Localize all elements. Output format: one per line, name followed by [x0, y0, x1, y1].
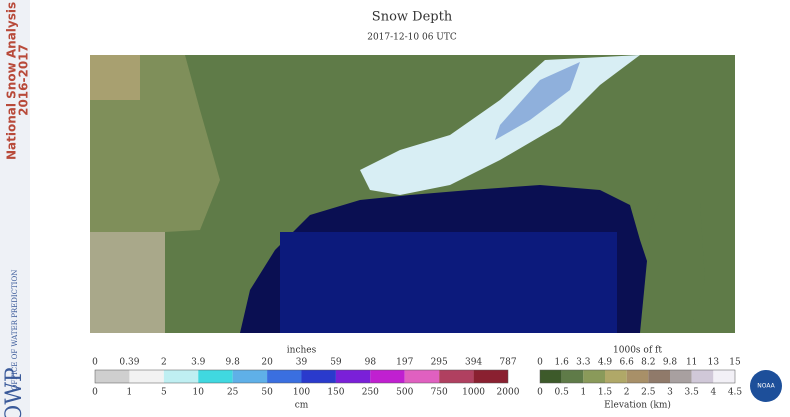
tick-label-bottom: 100 [293, 388, 310, 398]
tick-label-top: 13 [708, 358, 720, 368]
sidebar-years: 2016-2017 [17, 44, 31, 116]
unit-top: inches [287, 346, 317, 356]
tick-label-bottom: 2000 [497, 388, 520, 398]
color-swatch [335, 370, 371, 383]
color-swatch [404, 370, 440, 383]
colorbar-frame [94, 369, 509, 384]
color-swatch [232, 370, 268, 383]
tick-label-bottom: 1 [127, 388, 133, 398]
tick-label-bottom: 3.5 [685, 388, 700, 398]
legends: 000.391253.9109.825205039100591509825019… [92, 346, 742, 411]
color-swatch [95, 370, 130, 383]
tick-label-top: 8.2 [641, 358, 655, 368]
color-swatch [626, 370, 649, 383]
color-swatch [648, 370, 670, 383]
map [90, 55, 735, 333]
sidebar [0, 0, 30, 417]
color-swatch [561, 370, 584, 383]
noaa-text: NOAA [757, 383, 775, 390]
color-swatch [473, 370, 508, 383]
unit-top: 1000s of ft [613, 346, 662, 356]
tick-label-bottom: 4 [710, 388, 716, 398]
tick-label-top: 6.6 [620, 358, 635, 368]
tick-label-bottom: 0.5 [555, 388, 570, 398]
colorbar-frame [539, 369, 736, 384]
tick-label-bottom: 2 [624, 388, 630, 398]
tick-label-bottom: 150 [327, 388, 344, 398]
tick-label-bottom: 0 [537, 388, 543, 398]
noaa-logo [750, 370, 782, 402]
color-swatch [198, 370, 233, 383]
gray-box [90, 232, 165, 333]
color-swatch [301, 370, 336, 383]
tick-label-bottom: 1000 [462, 388, 485, 398]
color-swatch [713, 370, 735, 383]
tick-label-top: 15 [729, 358, 741, 368]
color-swatch [670, 370, 692, 383]
tick-label-top: 295 [431, 358, 448, 368]
tick-label-bottom: 25 [227, 388, 239, 398]
tick-label-top: 3.9 [191, 358, 206, 368]
tick-label-bottom: 0 [92, 388, 98, 398]
color-swatch [267, 370, 302, 383]
title: Snow Depth [372, 10, 453, 25]
unit-bottom: Elevation (km) [604, 400, 671, 411]
tick-label-top: 1.6 [555, 358, 570, 368]
tick-label-top: 20 [261, 358, 273, 368]
tick-label-top: 11 [686, 358, 697, 368]
color-swatch [370, 370, 405, 383]
gulf-box [280, 232, 617, 333]
tick-label-bottom: 5 [161, 388, 167, 398]
color-swatch [691, 370, 714, 383]
tick-label-bottom: 50 [261, 388, 273, 398]
tick-label-bottom: 1.5 [598, 388, 613, 398]
mountain [90, 55, 140, 100]
tick-label-top: 197 [396, 358, 413, 368]
florida [640, 200, 705, 333]
tick-label-top: 59 [330, 358, 342, 368]
color-swatch [163, 370, 199, 383]
tick-label-top: 3.3 [576, 358, 591, 368]
tick-label-top: 9.8 [226, 358, 241, 368]
color-swatch [605, 370, 627, 383]
tick-label-bottom: 10 [193, 388, 205, 398]
tick-label-top: 787 [499, 358, 516, 368]
tick-label-bottom: 250 [362, 388, 379, 398]
tick-label-top: 0 [537, 358, 543, 368]
unit-bottom: cm [295, 401, 309, 411]
tick-label-bottom: 750 [431, 388, 448, 398]
color-swatch [583, 370, 605, 383]
tick-label-top: 98 [365, 358, 377, 368]
color-swatch [540, 370, 562, 383]
tick-label-bottom: 500 [396, 388, 413, 398]
tick-label-bottom: 3 [667, 388, 673, 398]
sidebar-title: National Snow Analysis [5, 2, 19, 160]
tick-label-top: 0.39 [119, 358, 139, 368]
color-swatch [129, 370, 164, 383]
sidebar-office: OFFICE OF WATER PREDICTION [11, 270, 19, 391]
sidebar-logo: OWP [2, 367, 27, 417]
tick-label-bottom: 1 [580, 388, 586, 398]
tick-label-bottom: 2.5 [641, 388, 656, 398]
snow-deep [495, 62, 580, 140]
tick-label-top: 39 [296, 358, 308, 368]
tick-label-top: 4.9 [598, 358, 613, 368]
subtitle: 2017-12-10 06 UTC [367, 33, 457, 43]
tick-label-bottom: 4.5 [728, 388, 743, 398]
tick-label-top: 394 [465, 358, 482, 368]
tick-label-top: 0 [92, 358, 98, 368]
color-swatch [439, 370, 474, 383]
tick-label-top: 2 [161, 358, 167, 368]
tick-label-top: 9.8 [663, 358, 678, 368]
